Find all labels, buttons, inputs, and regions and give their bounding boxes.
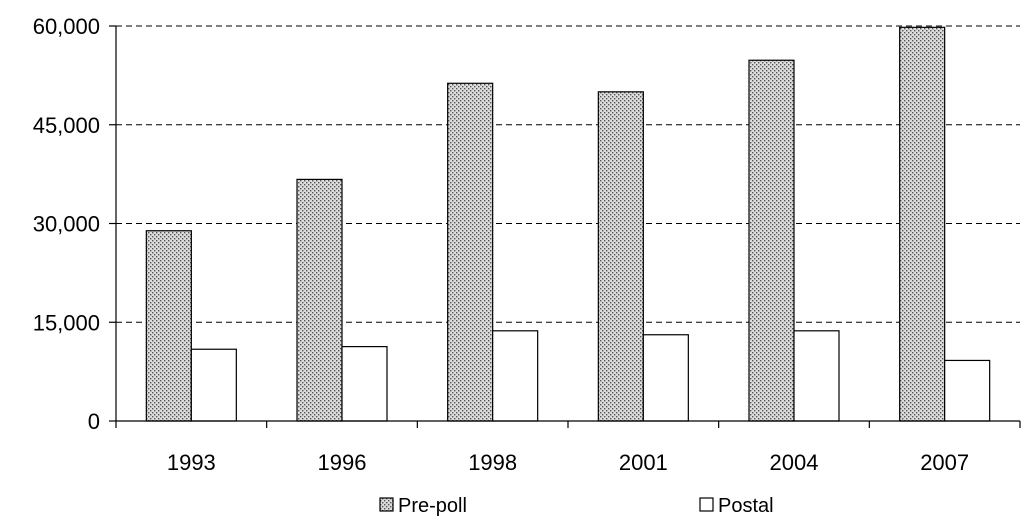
bar-pre-poll-2001 <box>597 91 644 422</box>
gridlines <box>116 25 1020 323</box>
bar-postal-2007 <box>944 359 991 422</box>
x-tick-label: 1996 <box>318 450 367 475</box>
bar-pre-poll-1996 <box>296 178 343 422</box>
bar-postal-1998 <box>492 330 539 422</box>
legend-swatch-pre-poll <box>379 497 394 512</box>
y-tick-label: 0 <box>88 409 100 434</box>
bar-postal-2004 <box>793 330 840 422</box>
legend-label-postal: Postal <box>718 495 774 517</box>
legend-swatch-postal <box>699 497 714 512</box>
bar-pre-poll-2004 <box>748 59 795 422</box>
axes <box>109 25 1021 428</box>
y-tick-label: 30,000 <box>33 212 100 237</box>
x-tick-label: 2004 <box>770 450 819 475</box>
bars <box>145 26 991 422</box>
x-tick-label: 2001 <box>619 450 668 475</box>
bar-pre-poll-1993 <box>145 230 192 422</box>
bar-postal-1996 <box>341 346 388 422</box>
legend-label-pre-poll: Pre-poll <box>398 495 467 517</box>
y-tick-label: 60,000 <box>33 14 100 39</box>
y-tick-labels: 0 15,000 30,000 45,000 60,000 <box>33 14 100 434</box>
x-tick-label: 1993 <box>167 450 216 475</box>
y-tick-label: 45,000 <box>33 113 100 138</box>
y-tick-label: 15,000 <box>33 310 100 335</box>
bar-postal-2001 <box>642 334 689 422</box>
legend: Pre-poll Postal <box>379 495 774 517</box>
bar-pre-poll-1998 <box>447 82 494 422</box>
bar-postal-1993 <box>190 348 237 422</box>
x-tick-label: 1998 <box>468 450 517 475</box>
bar-pre-poll-2007 <box>899 26 946 422</box>
x-tick-label: 2007 <box>920 450 969 475</box>
x-tick-labels: 1993 1996 1998 2001 2004 2007 <box>167 450 969 475</box>
